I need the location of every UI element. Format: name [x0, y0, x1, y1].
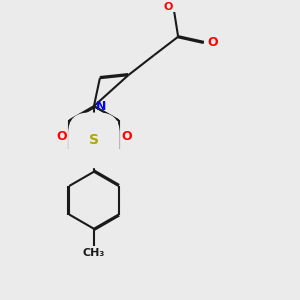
Text: O: O [163, 2, 172, 12]
Text: CH₃: CH₃ [83, 248, 105, 258]
Text: S: S [89, 133, 99, 147]
Text: N: N [96, 100, 106, 112]
Text: O: O [121, 130, 132, 142]
Text: O: O [56, 130, 67, 142]
Text: O: O [207, 36, 218, 49]
Text: N: N [106, 142, 116, 155]
